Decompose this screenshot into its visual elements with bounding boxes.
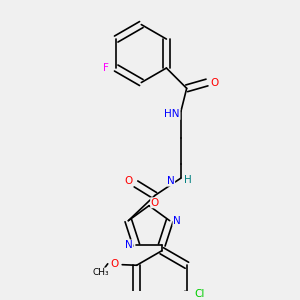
Text: H: H xyxy=(184,175,192,184)
Text: F: F xyxy=(103,63,109,73)
Text: O: O xyxy=(210,77,218,88)
Text: Cl: Cl xyxy=(195,289,205,299)
Text: O: O xyxy=(124,176,133,186)
Text: N: N xyxy=(125,240,133,250)
Text: O: O xyxy=(111,259,119,269)
Text: HN: HN xyxy=(164,110,180,119)
Text: N: N xyxy=(167,176,175,186)
Text: CH₃: CH₃ xyxy=(92,268,109,277)
Text: O: O xyxy=(151,198,159,208)
Text: N: N xyxy=(173,216,181,226)
